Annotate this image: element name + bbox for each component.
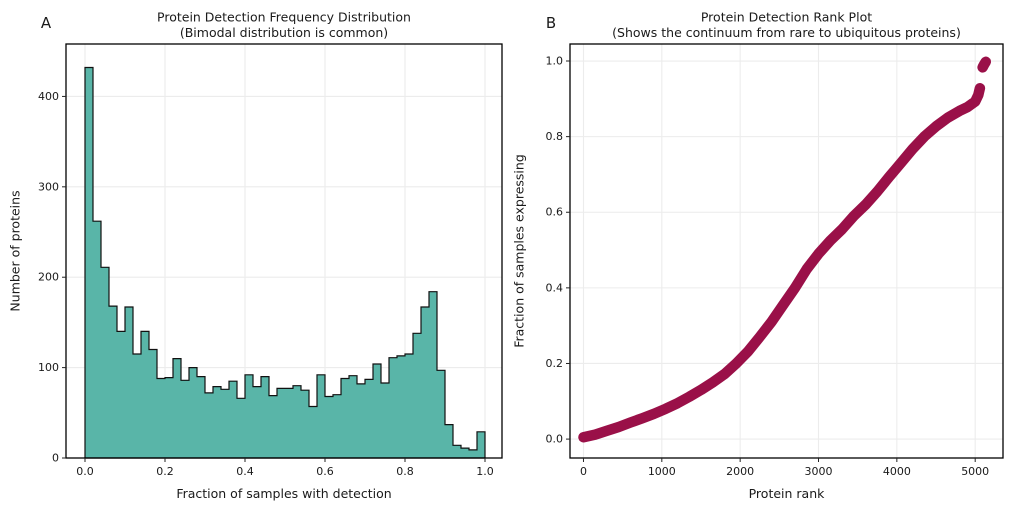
panel-a-ylabel: Number of proteins xyxy=(8,190,23,311)
panel-b-y-tick-label: 1.0 xyxy=(546,55,564,68)
panel-a-y-tick-label: 300 xyxy=(38,180,59,193)
panel-a-x-tick-label: 0.6 xyxy=(316,465,334,478)
axes-frame xyxy=(65,43,503,459)
panel-a-y-tick-label: 100 xyxy=(38,361,59,374)
panel-b: 0 1000 2000 3000 4000 5000 0.0 0.2 0.4 0.6 0.8 1.0 P… xyxy=(512,10,1004,501)
panel-b-y-tick-label: 0.6 xyxy=(546,206,564,219)
panel-a-y-tick-label: 400 xyxy=(38,90,59,103)
panel-a-subtitle: (Bimodal distribution is common) xyxy=(180,25,388,40)
panel-b-y-tick-label: 0.0 xyxy=(546,433,564,446)
axes-frame xyxy=(569,43,1004,459)
panel-b-letter: B xyxy=(546,14,556,32)
panel-a-x-tick-label: 1.0 xyxy=(476,465,494,478)
panel-a-y-tick-label: 0 xyxy=(52,452,59,465)
panel-a-x-tick-label: 0.0 xyxy=(76,465,94,478)
rank-curve-series xyxy=(578,82,986,443)
panel-b-title: Protein Detection Rank Plot xyxy=(701,10,872,25)
panel-b-y-tick-label: 0.8 xyxy=(546,130,564,143)
panel-b-x-tick-label: 0 xyxy=(580,465,587,478)
panel-b-x-tick-label: 2000 xyxy=(726,465,754,478)
panel-a-y-tick-label: 200 xyxy=(38,271,59,284)
panel-a-x-tick-label: 0.2 xyxy=(156,465,174,478)
panel-b-x-tick-label: 1000 xyxy=(648,465,676,478)
panel-b-x-tick-label: 3000 xyxy=(805,465,833,478)
panel-a-x-tick-label: 0.8 xyxy=(396,465,414,478)
panel-b-xlabel: Protein rank xyxy=(749,486,826,501)
panel-b-x-tick-label: 4000 xyxy=(883,465,911,478)
panel-b-y-tick-label: 0.4 xyxy=(546,281,564,294)
panel-a-title: Protein Detection Frequency Distribution xyxy=(157,10,411,25)
panel-a-letter: A xyxy=(41,14,52,32)
panel-a-x-tick-label: 0.4 xyxy=(236,465,254,478)
panel-a: 0.0 0.2 0.4 0.6 0.8 1.0 0 100 200 300 400 Protein D… xyxy=(8,10,503,501)
panel-b-subtitle: (Shows the continuum from rare to ubiqui… xyxy=(612,25,961,40)
panel-b-y-tick-label: 0.2 xyxy=(546,357,564,370)
top-cluster-series xyxy=(977,56,992,73)
panel-b-x-tick-label: 5000 xyxy=(961,465,989,478)
histogram-series xyxy=(84,66,486,459)
panel-b-ylabel: Fraction of samples expressing xyxy=(512,154,527,348)
panel-a-xlabel: Fraction of samples with detection xyxy=(176,486,391,501)
